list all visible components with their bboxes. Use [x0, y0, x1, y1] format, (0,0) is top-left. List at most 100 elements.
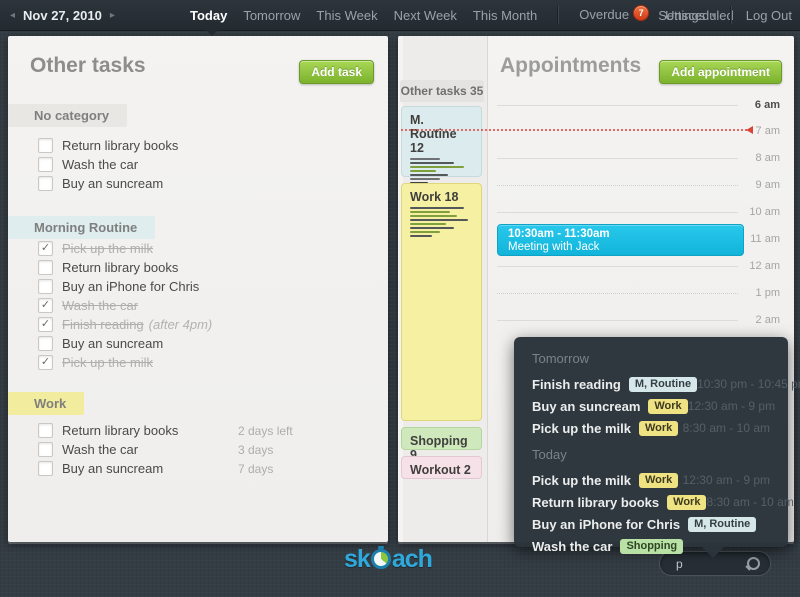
- task-row: ✓ Wash the car: [38, 296, 372, 315]
- task-checkbox[interactable]: [38, 260, 53, 275]
- result-task-label[interactable]: Return library books: [532, 494, 660, 510]
- category-badge: Work: [638, 420, 679, 436]
- result-task-label[interactable]: Pick up the milk: [532, 420, 631, 436]
- tab-this-week[interactable]: This Week: [316, 7, 378, 23]
- task-checkbox[interactable]: [38, 138, 53, 153]
- task-checkbox[interactable]: [38, 176, 53, 191]
- task-label[interactable]: Buy an suncream: [62, 176, 164, 191]
- task-checkbox[interactable]: ✓: [38, 317, 53, 332]
- task-checkbox[interactable]: ✓: [38, 355, 53, 370]
- settings-menu[interactable]: Settings: [658, 7, 706, 23]
- task-sparkline: [402, 158, 481, 184]
- search-icon[interactable]: [747, 557, 760, 570]
- divider: [729, 6, 732, 24]
- task-row: ✓ Finish reading (after 4pm): [38, 315, 372, 334]
- category-badge: Shopping: [620, 538, 684, 554]
- prev-day-icon[interactable]: ◂: [10, 9, 16, 21]
- hour-line: [497, 212, 738, 213]
- task-checkbox[interactable]: [38, 157, 53, 172]
- category-block-work[interactable]: Work 18: [401, 183, 482, 421]
- result-task-label[interactable]: Pick up the milk: [532, 472, 631, 488]
- task-due-note: 7 days: [238, 461, 274, 476]
- task-label[interactable]: Pick up the milk: [62, 355, 154, 370]
- categories-column: Other tasks 35 M. Routine 12 Work 18 Sho…: [398, 36, 488, 542]
- category-block-workout[interactable]: Workout 2: [401, 456, 482, 479]
- hour-label: 7 am: [755, 125, 780, 137]
- view-tabs: Today Tomorrow This Week Next Week This …: [190, 0, 734, 30]
- popup-result-row[interactable]: Pick up the milk Work 12:30 am - 9 pm: [532, 469, 770, 491]
- task-label[interactable]: Buy an suncream: [62, 461, 164, 476]
- account-controls: Settings ▾ Log Out: [658, 0, 792, 30]
- task-due-note: 3 days: [238, 442, 274, 457]
- other-tasks-count-tab[interactable]: Other tasks 35: [400, 80, 484, 102]
- hour-line: [497, 293, 738, 294]
- result-task-label[interactable]: Buy an iPhone for Chris: [532, 516, 681, 532]
- tab-unscheduled[interactable]: Unsceduled: [665, 7, 734, 23]
- hour-label: 6 am: [754, 99, 780, 111]
- result-task-label[interactable]: Wash the car: [532, 538, 613, 554]
- task-checkbox[interactable]: ✓: [38, 298, 53, 313]
- result-time: 8:30 am - 10 am: [706, 495, 794, 509]
- tab-overdue[interactable]: Overdue 7: [579, 4, 650, 24]
- task-checkbox[interactable]: [38, 442, 53, 457]
- category-badge: Work: [667, 494, 707, 510]
- logo-text-right: ach: [391, 545, 433, 573]
- task-time-note: (after 4pm): [148, 317, 213, 332]
- result-time: 12:30 am - 9 pm: [682, 473, 770, 487]
- top-nav: ◂ Nov 27, 2010 ▸ Today Tomorrow This Wee…: [0, 0, 800, 31]
- category-badge: Work: [638, 472, 679, 488]
- task-label[interactable]: Buy an iPhone for Chris: [62, 279, 200, 294]
- result-task-label[interactable]: Finish reading: [532, 376, 621, 392]
- appointment-title: Meeting with Jack: [508, 241, 600, 253]
- hour-line: [497, 105, 738, 106]
- logout-button[interactable]: Log Out: [745, 7, 792, 23]
- popup-result-row[interactable]: Buy an iPhone for Chris M, Routine: [532, 513, 770, 535]
- task-label[interactable]: Return library books: [62, 423, 179, 438]
- tab-today[interactable]: Today: [190, 7, 228, 23]
- tab-tomorrow[interactable]: Tomorrow: [243, 7, 301, 23]
- task-label[interactable]: Pick up the milk: [62, 241, 154, 256]
- task-row: Buy an iPhone for Chris: [38, 277, 372, 296]
- section-label-work[interactable]: Work: [8, 392, 85, 415]
- appointment-event[interactable]: 10:30am - 11:30am Meeting with Jack: [497, 224, 744, 256]
- task-checkbox[interactable]: [38, 336, 53, 351]
- task-label[interactable]: Return library books: [62, 260, 179, 275]
- next-day-icon[interactable]: ▸: [109, 9, 115, 21]
- task-label[interactable]: Finish reading: [62, 317, 144, 332]
- add-appointment-button[interactable]: Add appointment: [659, 60, 782, 84]
- popup-result-row[interactable]: Wash the car Shopping: [532, 535, 770, 557]
- category-block-routine[interactable]: M. Routine 12: [401, 106, 482, 184]
- task-checkbox[interactable]: [38, 461, 53, 476]
- hour-line: [497, 320, 738, 321]
- tab-next-week[interactable]: Next Week: [393, 7, 457, 23]
- category-block-label: M. Routine 12: [410, 113, 457, 155]
- tab-this-month[interactable]: This Month: [472, 7, 538, 23]
- task-checkbox[interactable]: [38, 423, 53, 438]
- popup-result-row[interactable]: Finish reading M, Routine 10:30 pm - 10:…: [532, 373, 800, 395]
- logo-text-left: sk: [344, 545, 371, 573]
- section-label-no-category[interactable]: No category: [8, 104, 128, 127]
- add-task-button[interactable]: Add task: [299, 60, 374, 84]
- task-label[interactable]: Return library books: [62, 138, 179, 153]
- result-time: 12:30 am - 9 pm: [687, 399, 776, 413]
- task-label[interactable]: Buy an suncream: [62, 336, 164, 351]
- task-row: Buy an suncream: [38, 174, 372, 193]
- popup-result-row[interactable]: Return library books Work 8:30 am - 10 a…: [532, 491, 794, 513]
- popup-result-row[interactable]: Pick up the milk Work 8:30 am - 10 am: [532, 417, 770, 439]
- hour-line: [497, 185, 738, 186]
- result-time: 8:30 am - 10 am: [682, 421, 770, 435]
- hour-label: 2 am: [755, 314, 780, 326]
- hour-label: 1 pm: [755, 287, 780, 299]
- task-label[interactable]: Wash the car: [62, 157, 139, 172]
- section-label-morning-routine[interactable]: Morning Routine: [8, 216, 156, 239]
- task-checkbox[interactable]: ✓: [38, 241, 53, 256]
- task-label[interactable]: Wash the car: [62, 298, 139, 313]
- category-block-shopping[interactable]: Shopping 9: [401, 427, 482, 462]
- appointment-time: 10:30am - 11:30am: [508, 228, 610, 240]
- task-checkbox[interactable]: [38, 279, 53, 294]
- search-input[interactable]: [674, 555, 742, 572]
- overdue-count-badge: 7: [633, 4, 650, 21]
- task-label[interactable]: Wash the car: [62, 442, 139, 457]
- popup-result-row[interactable]: Buy an suncream Work 12:30 am - 9 pm: [532, 395, 775, 417]
- result-task-label[interactable]: Buy an suncream: [532, 398, 641, 414]
